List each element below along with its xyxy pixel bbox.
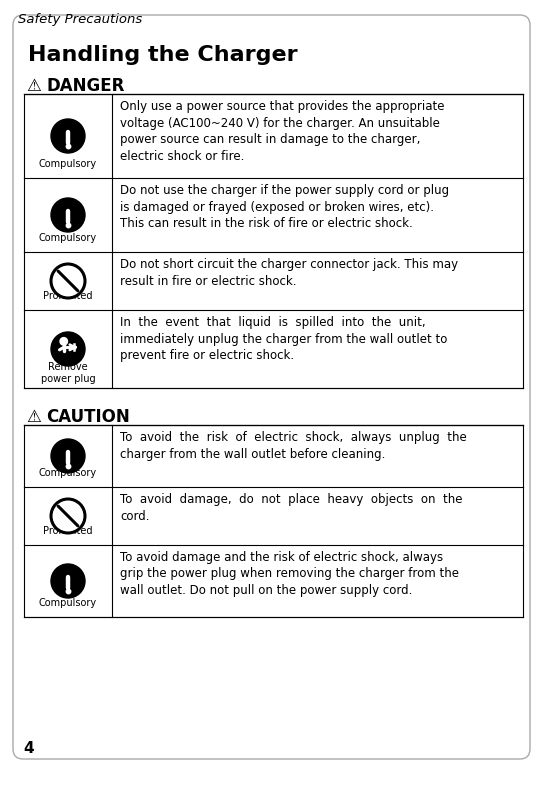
Text: Compulsory: Compulsory [39, 598, 97, 608]
Text: Only use a power source that provides the appropriate
voltage (AC100~240 V) for : Only use a power source that provides th… [120, 100, 445, 163]
Text: Do not short circuit the charger connector jack. This may
result in fire or elec: Do not short circuit the charger connect… [120, 258, 458, 287]
Text: ⚠: ⚠ [26, 77, 41, 95]
Text: DANGER: DANGER [46, 77, 124, 95]
Circle shape [51, 119, 85, 153]
Text: Prohibited: Prohibited [43, 291, 93, 301]
Circle shape [51, 332, 85, 366]
Text: ⚠: ⚠ [26, 408, 41, 426]
Text: Compulsory: Compulsory [39, 468, 97, 478]
Circle shape [51, 499, 85, 533]
Text: To  avoid  damage,  do  not  place  heavy  objects  on  the
cord.: To avoid damage, do not place heavy obje… [120, 493, 463, 522]
Circle shape [51, 198, 85, 232]
Text: In  the  event  that  liquid  is  spilled  into  the  unit,
immediately unplug t: In the event that liquid is spilled into… [120, 316, 447, 362]
Text: Compulsory: Compulsory [39, 233, 97, 243]
Text: 4: 4 [23, 741, 34, 756]
Text: To avoid damage and the risk of electric shock, always
grip the power plug when : To avoid damage and the risk of electric… [120, 551, 459, 597]
Text: Do not use the charger if the power supply cord or plug
is damaged or frayed (ex: Do not use the charger if the power supp… [120, 184, 449, 230]
Text: Compulsory: Compulsory [39, 159, 97, 169]
Text: CAUTION: CAUTION [46, 408, 130, 426]
Circle shape [51, 264, 85, 298]
Circle shape [51, 564, 85, 598]
Text: To  avoid  the  risk  of  electric  shock,  always  unplug  the
charger from the: To avoid the risk of electric shock, alw… [120, 431, 467, 461]
FancyBboxPatch shape [13, 15, 530, 759]
Text: Safety Precautions: Safety Precautions [18, 13, 142, 26]
Circle shape [51, 439, 85, 473]
Circle shape [60, 338, 68, 345]
Text: Handling the Charger: Handling the Charger [28, 45, 298, 65]
Text: Prohibited: Prohibited [43, 526, 93, 536]
Text: Remove
power plug: Remove power plug [41, 362, 95, 384]
